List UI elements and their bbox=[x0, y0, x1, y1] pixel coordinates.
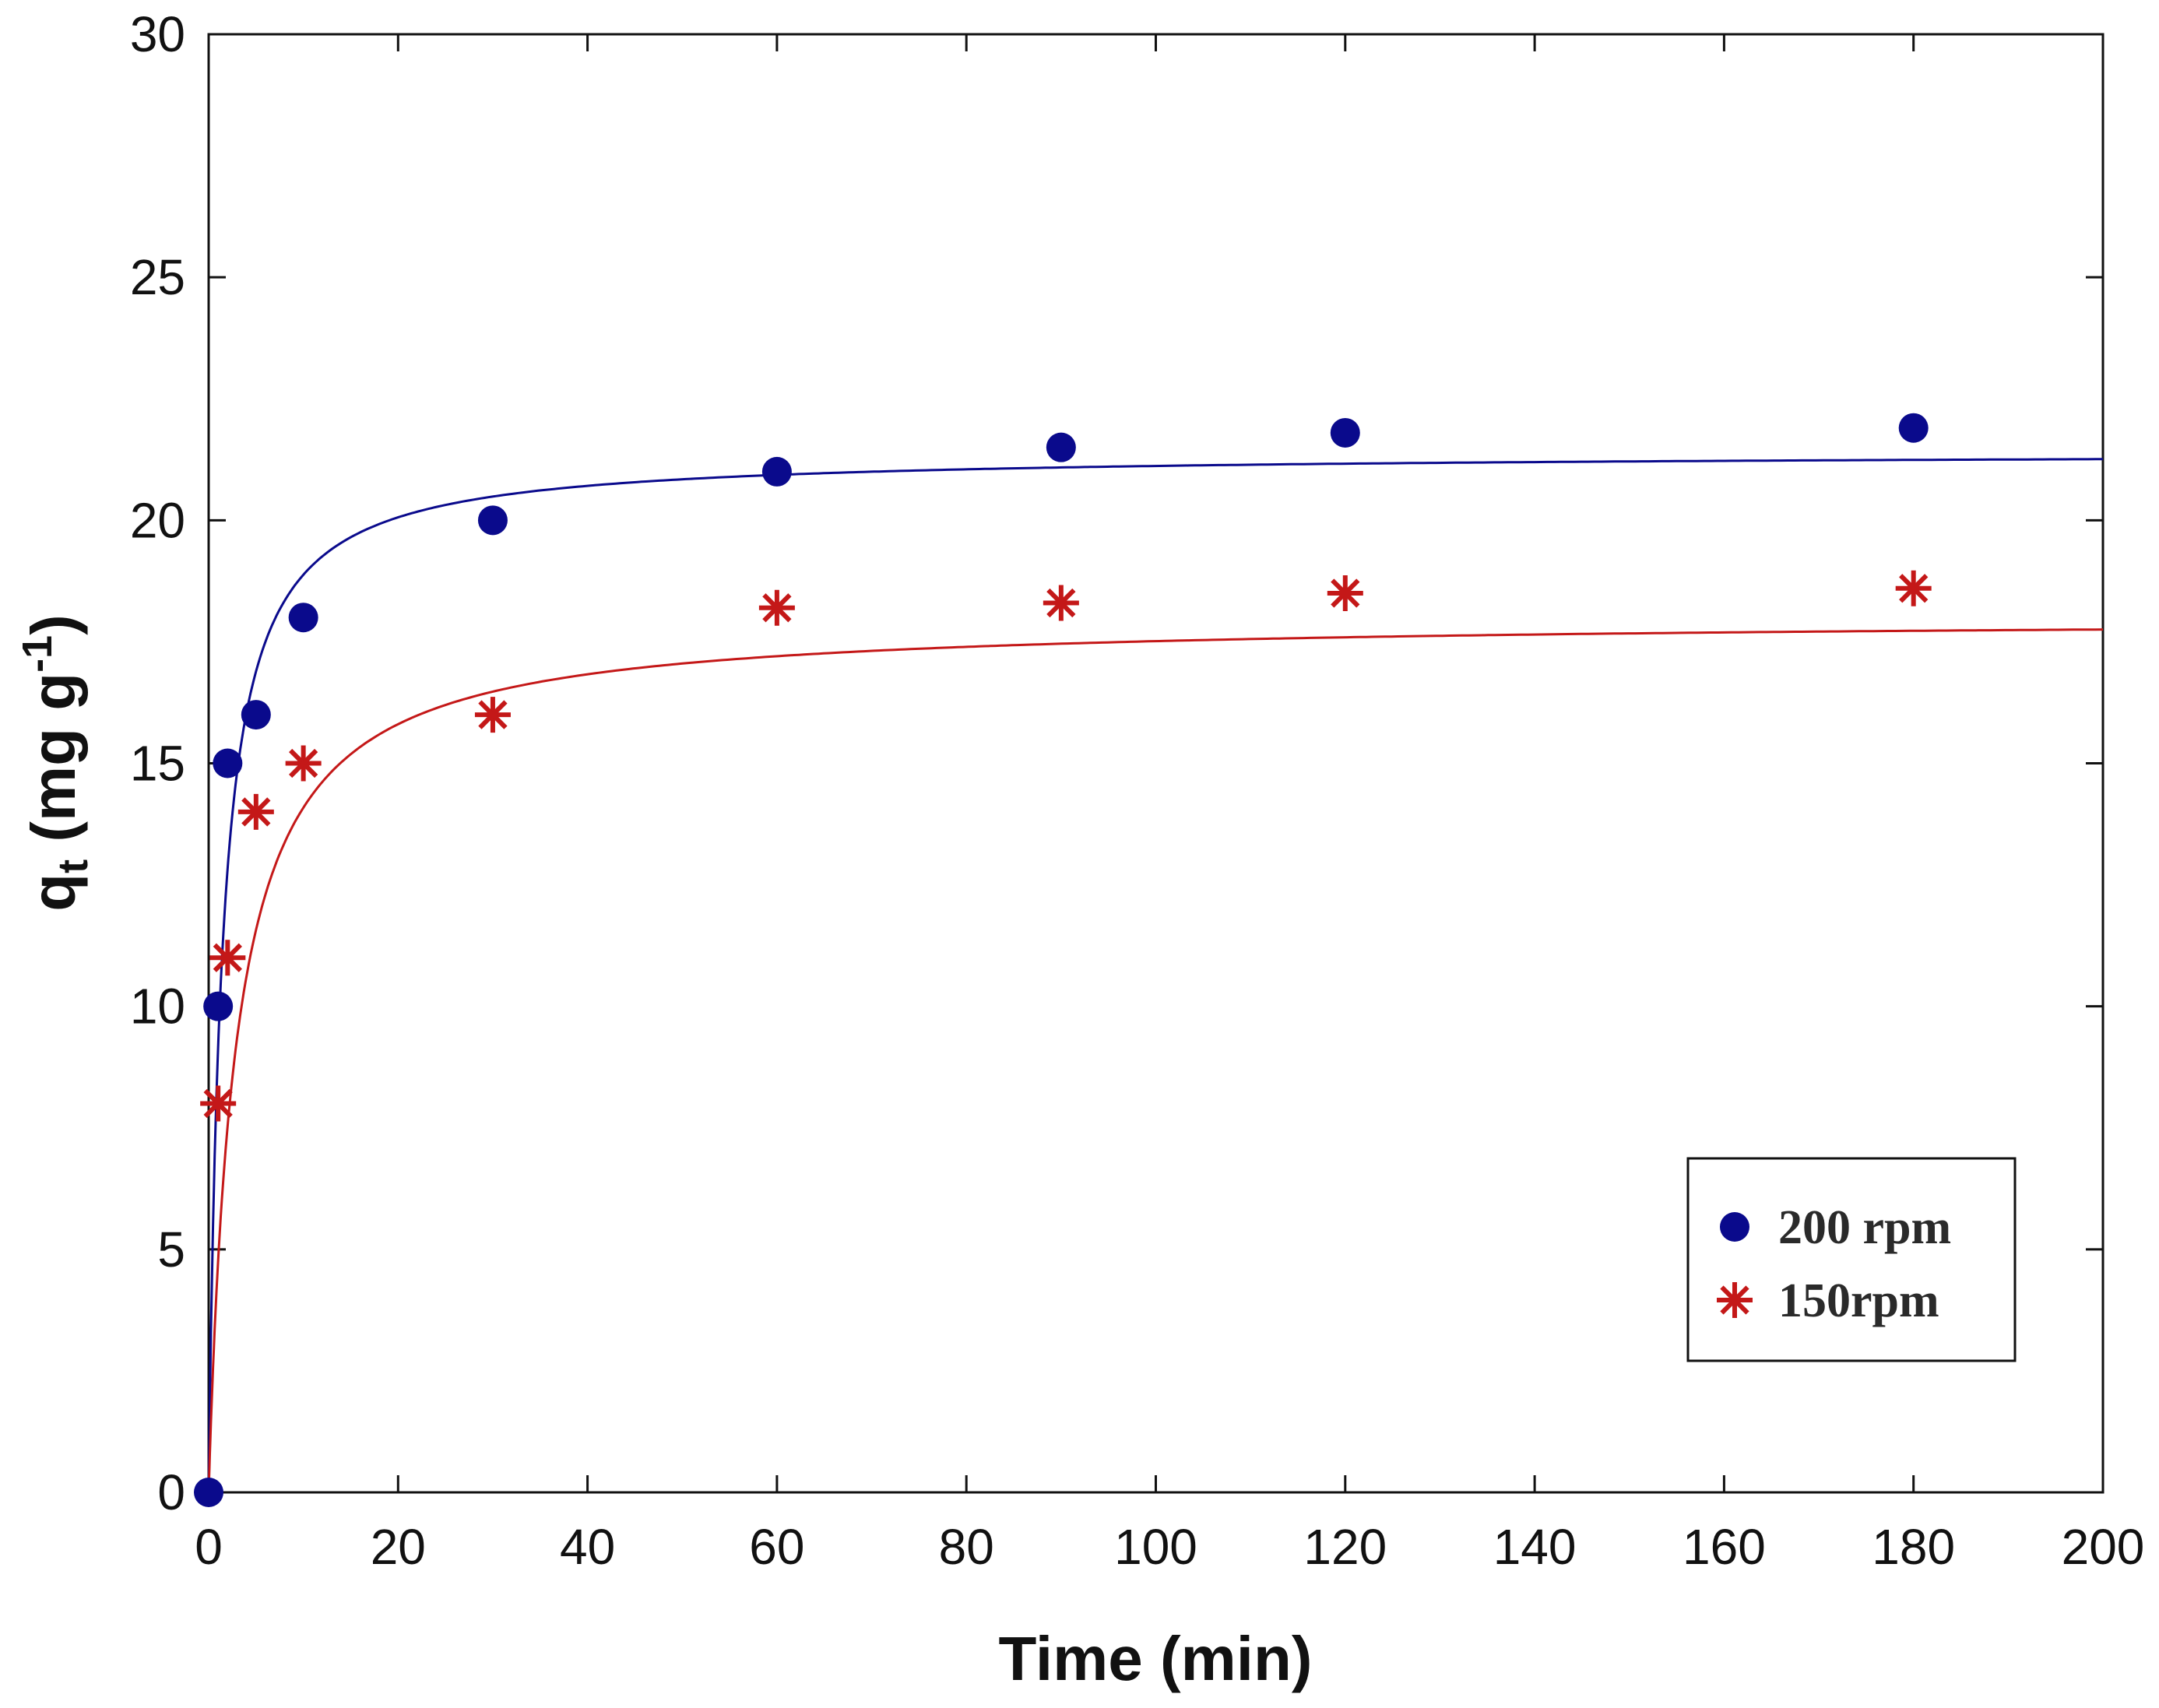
x-tick-label: 60 bbox=[749, 1519, 804, 1575]
data-point-150rpm-stroke bbox=[1046, 588, 1076, 618]
data-point-200rpm bbox=[1046, 432, 1076, 462]
legend-marker-1 bbox=[1717, 1282, 1753, 1318]
data-point-150rpm bbox=[1895, 570, 1932, 606]
x-tick-label: 80 bbox=[939, 1519, 994, 1575]
data-point-200rpm bbox=[1898, 413, 1929, 443]
data-point-150rpm bbox=[200, 1085, 237, 1122]
y-axis-title-unit-exponent: -1 bbox=[14, 635, 61, 673]
data-point-150rpm bbox=[474, 697, 511, 733]
y-tick-label: 25 bbox=[130, 249, 185, 305]
x-tick-label: 100 bbox=[1114, 1519, 1197, 1575]
x-tick-label: 120 bbox=[1303, 1519, 1387, 1575]
x-tick-label: 40 bbox=[560, 1519, 615, 1575]
axis-ticks bbox=[207, 33, 2104, 1494]
y-tick-label: 20 bbox=[130, 492, 185, 548]
y-axis-title-unit-close: ) bbox=[19, 614, 88, 635]
data-point-150rpm-stroke bbox=[762, 593, 792, 623]
y-tick-label: 5 bbox=[157, 1221, 185, 1277]
legend-marker-1-stroke bbox=[1720, 1285, 1749, 1315]
x-axis-title: Time (min) bbox=[998, 1624, 1312, 1693]
data-point-150rpm-stroke bbox=[289, 748, 318, 778]
legend-box bbox=[1686, 1157, 2017, 1362]
legend: 200 rpm 150rpm bbox=[1686, 1157, 2017, 1362]
legend-label: 200 rpm bbox=[1778, 1201, 1951, 1254]
x-tick-label: 140 bbox=[1493, 1519, 1577, 1575]
y-axis-title-unit: (mg g bbox=[19, 673, 88, 859]
data-markers bbox=[194, 413, 1932, 1507]
data-point-200rpm bbox=[761, 456, 792, 487]
y-axis-title-subscript: t bbox=[50, 859, 97, 873]
data-point-200rpm bbox=[241, 700, 271, 730]
fit-line-150rpm bbox=[207, 628, 2104, 1493]
axis-tick-labels: 0 20 40 60 80 100 120 140 160 180 200 0 5 10 15 20 25 30 bbox=[130, 6, 2145, 1575]
data-point-150rpm-stroke bbox=[213, 943, 242, 972]
fit-curves bbox=[207, 458, 2104, 1493]
x-tick-label: 180 bbox=[1872, 1519, 1955, 1575]
x-tick-label: 20 bbox=[371, 1519, 426, 1575]
data-point-150rpm bbox=[209, 940, 246, 976]
x-tick-label: 200 bbox=[2062, 1519, 2145, 1575]
y-axis-title: qt (mg g-1) bbox=[14, 614, 97, 911]
legend-label: 150rpm bbox=[1778, 1274, 1939, 1327]
data-point-200rpm bbox=[203, 991, 234, 1021]
data-point-200rpm bbox=[477, 505, 508, 536]
legend-marker-0 bbox=[1720, 1212, 1749, 1242]
x-tick-label: 0 bbox=[195, 1519, 223, 1575]
x-tick-label: 160 bbox=[1683, 1519, 1766, 1575]
data-point-150rpm-stroke bbox=[241, 797, 271, 827]
data-point-200rpm bbox=[288, 603, 318, 633]
data-point-150rpm bbox=[1327, 575, 1363, 611]
data-point-150rpm-stroke bbox=[203, 1088, 233, 1119]
data-point-150rpm-stroke bbox=[1331, 578, 1360, 608]
data-point-200rpm bbox=[213, 748, 243, 778]
data-point-150rpm bbox=[285, 745, 322, 782]
data-point-150rpm bbox=[237, 793, 274, 830]
y-tick-label: 15 bbox=[130, 736, 185, 792]
data-point-200rpm bbox=[1330, 417, 1360, 448]
data-point-200rpm bbox=[194, 1478, 223, 1507]
data-point-150rpm bbox=[1043, 585, 1079, 621]
fit-line-200-rpm bbox=[207, 458, 2103, 1493]
data-point-150rpm-stroke bbox=[1899, 574, 1929, 603]
legend-items: 200 rpm 150rpm bbox=[1717, 1201, 1951, 1327]
data-point-150rpm bbox=[758, 589, 795, 626]
data-point-150rpm-stroke bbox=[478, 700, 508, 729]
y-axis-title-main: q bbox=[19, 873, 88, 912]
y-tick-label: 10 bbox=[130, 979, 185, 1035]
y-tick-label: 0 bbox=[157, 1464, 185, 1520]
y-tick-label: 30 bbox=[130, 6, 185, 62]
